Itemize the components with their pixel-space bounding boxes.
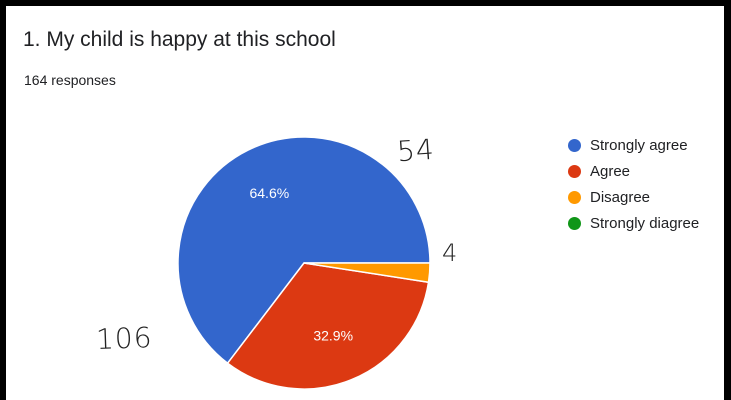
- legend-label: Strongly agree: [590, 136, 688, 154]
- legend-item-strongly-disagree[interactable]: Strongly diagree: [568, 210, 699, 236]
- slice-agree[interactable]: [226, 262, 430, 390]
- legend-item-agree[interactable]: Agree: [568, 158, 699, 184]
- response-count: 164 responses: [24, 72, 116, 88]
- chart-legend: Strongly agree Agree Disagree Strongly d…: [568, 132, 699, 236]
- slice-label-agree: 32.9%: [313, 327, 353, 343]
- legend-label: Agree: [590, 162, 631, 180]
- legend-item-disagree[interactable]: Disagree: [568, 184, 699, 210]
- handwritten-strongly-agree-count: 106: [95, 321, 154, 356]
- handwritten-agree-count: 54: [395, 132, 436, 169]
- legend-swatch: [568, 164, 581, 178]
- legend-label: Disagree: [590, 188, 651, 206]
- slice-label-strongly-agree: 64.6%: [249, 185, 289, 201]
- legend-label: Strongly diagree: [590, 214, 700, 232]
- slice-strongly-agree[interactable]: [177, 136, 431, 365]
- handwritten-disagree-count: 4: [442, 239, 459, 267]
- legend-swatch: [568, 190, 581, 204]
- legend-item-strongly-agree[interactable]: Strongly agree: [568, 132, 699, 158]
- chart-title: 1. My child is happy at this school: [23, 28, 336, 51]
- slice-disagree[interactable]: [303, 262, 431, 284]
- legend-swatch: [568, 138, 581, 152]
- legend-swatch: [568, 216, 581, 230]
